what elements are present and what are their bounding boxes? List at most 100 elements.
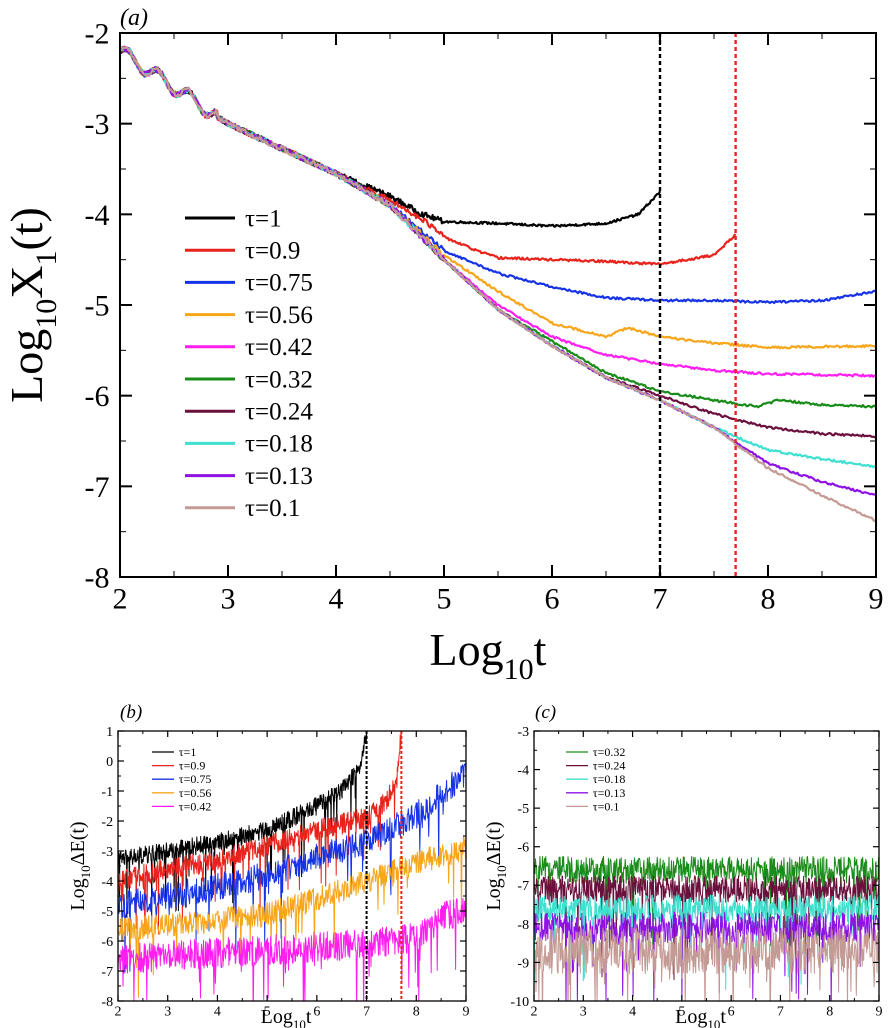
series-line: [120, 46, 876, 350]
legend-label: τ=0.42: [245, 334, 313, 361]
y-tick-label: -3: [517, 725, 529, 740]
y-tick-label: -2: [85, 18, 110, 51]
y-tick-label: -3: [101, 845, 113, 860]
x-axis-label: Log10t: [675, 1006, 726, 1028]
x-tick-label: 9: [876, 1005, 883, 1020]
legend-label: τ=1: [179, 745, 197, 759]
legend-label: τ=0.75: [179, 772, 212, 786]
y-tick-label: -6: [85, 380, 110, 413]
x-tick-label: 2: [113, 583, 128, 616]
legend-label: τ=0.13: [593, 786, 626, 800]
x-tick-label: 4: [629, 1005, 636, 1020]
plot-area: [534, 855, 879, 1001]
series-line: [534, 855, 879, 956]
x-tick-label: 2: [115, 1005, 122, 1020]
legend-label: τ=0.1: [245, 495, 300, 522]
series-line: [120, 46, 876, 305]
series-line: [118, 898, 466, 1001]
legend-label: τ=0.18: [245, 431, 313, 458]
panel-c-chart: 2 3 4 5 6 7 8 9 -10 -9 -8 -7 -6 -5 -4 -3 Log10t Log10ΔE(t…: [483, 702, 883, 1028]
y-tick-label: -3: [85, 108, 110, 141]
x-tick-label: 7: [653, 583, 668, 616]
y-tick-label: -9: [517, 956, 529, 971]
x-tick-label: 3: [580, 1005, 587, 1020]
y-tick-label: -8: [85, 562, 110, 595]
y-tick-label: -2: [101, 815, 113, 830]
x-tick-label: 3: [221, 583, 236, 616]
y-tick-label: -4: [101, 875, 113, 890]
series-line: [534, 875, 879, 981]
x-tick-label: 9: [463, 1005, 470, 1020]
y-tick-label: 1: [106, 725, 113, 740]
y-tick-label: -4: [517, 763, 529, 778]
y-tick-label: -5: [517, 802, 529, 817]
y-tick-label: -5: [101, 905, 113, 920]
legend-label: τ=1: [245, 205, 282, 232]
panel-b-chart: 2 3 4 5 6 7 8 9 -8 -7 -6 -5 -4 -3 -2 -1 0 1 Log10t Log10ΔE(…: [67, 702, 470, 1028]
x-tick-label: 9: [869, 583, 884, 616]
panel-label: (b): [120, 702, 142, 723]
legend-label: τ=0.56: [179, 786, 212, 800]
x-axis-label: Log10t: [261, 1006, 312, 1028]
legend: τ=1 τ=0.9 τ=0.75 τ=0.56 τ=0.42 τ=0.32 τ=0.24 τ=…: [185, 205, 313, 522]
x-tick-label: 8: [413, 1005, 420, 1020]
y-tick-label: -7: [517, 879, 529, 894]
y-tick-label: -4: [85, 199, 110, 232]
legend-label: τ=0.56: [245, 302, 313, 329]
y-tick-label: -7: [85, 471, 110, 504]
x-axis-label: Log10t: [430, 624, 547, 686]
x-tick-label: 5: [437, 583, 452, 616]
legend-label: τ=0.42: [179, 799, 212, 813]
plot-area: [120, 45, 876, 523]
y-tick-label: -6: [101, 935, 113, 950]
series-line: [534, 894, 879, 993]
series-line: [120, 45, 737, 266]
legend-label: τ=0.32: [593, 745, 626, 759]
x-tick-label: 3: [164, 1005, 171, 1020]
y-tick-label: -8: [101, 995, 113, 1010]
legend: τ=0.32τ=0.24τ=0.18τ=0.13τ=0.1: [566, 745, 625, 813]
panel-label: (c): [535, 702, 556, 723]
legend-label: τ=0.1: [593, 799, 620, 813]
y-tick-label: -1: [101, 785, 113, 800]
y-tick-label: -7: [101, 965, 113, 980]
x-tick-label: 7: [777, 1005, 784, 1020]
y-axis-label: Log10X1(t): [1, 207, 63, 403]
series-line: [120, 46, 876, 409]
y-axis-label: Log10ΔE(t): [483, 821, 509, 910]
y-axis-label: Log10ΔE(t): [67, 821, 93, 910]
x-tick-label: 2: [531, 1005, 538, 1020]
series-line: [120, 45, 876, 378]
y-tick-label: -5: [85, 290, 110, 323]
legend-label: τ=0.24: [245, 398, 313, 425]
legend-label: τ=0.32: [245, 366, 313, 393]
x-tick-label: 4: [214, 1005, 221, 1020]
legend-label: τ=0.9: [245, 237, 300, 264]
legend-label: τ=0.18: [593, 772, 626, 786]
x-tick-label: 7: [363, 1005, 370, 1020]
legend-label: τ=0.9: [179, 759, 206, 773]
y-tick-label: -8: [517, 918, 529, 933]
x-tick-label: 8: [761, 583, 776, 616]
y-tick-label: -6: [517, 841, 529, 856]
series-line: [120, 46, 876, 523]
x-tick-label: 8: [826, 1005, 833, 1020]
series-line: [118, 731, 402, 935]
x-tick-label: 4: [329, 583, 344, 616]
x-tick-label: 5: [264, 1005, 271, 1020]
series-line: [118, 836, 466, 998]
x-tick-label: 5: [678, 1005, 685, 1020]
x-tick-label: 6: [313, 1005, 320, 1020]
legend-label: τ=0.75: [245, 270, 313, 297]
panel-a-chart: 2 3 4 5 6 7 8 9 -8 -7 -6 -5 -4 -3 -2 Log10t Log10X1(t) (a…: [1, 5, 884, 686]
series-line: [534, 927, 879, 1001]
x-tick-label: 6: [545, 583, 560, 616]
legend-label: τ=0.24: [593, 759, 626, 773]
panel-label: (a): [120, 5, 148, 31]
y-tick-label: -10: [510, 995, 529, 1010]
series-line: [118, 762, 466, 973]
x-tick-label: 6: [728, 1005, 735, 1020]
legend-label: τ=0.13: [245, 463, 313, 490]
plot-area: [118, 731, 466, 1001]
